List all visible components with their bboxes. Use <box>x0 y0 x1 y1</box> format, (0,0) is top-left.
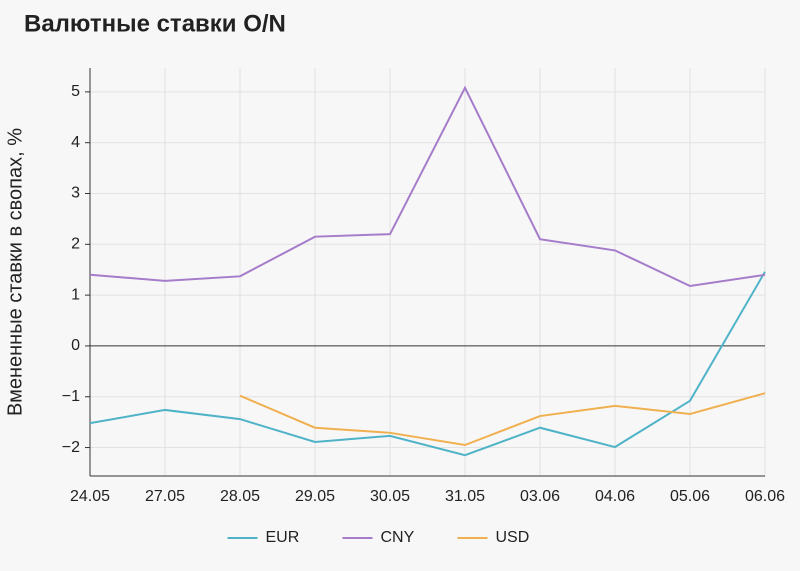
y-tick-label: 2 <box>71 236 80 253</box>
y-tick-label: 5 <box>71 83 80 100</box>
y-tick-label: −1 <box>62 388 80 405</box>
legend-label: USD <box>496 529 530 546</box>
y-axis-label: Вмененные ставки в свопах, % <box>4 128 26 416</box>
x-tick-label: 30.05 <box>370 488 410 505</box>
x-tick-label: 24.05 <box>70 488 110 505</box>
x-tick-label: 03.06 <box>520 488 560 505</box>
y-tick-label: 3 <box>71 185 80 202</box>
x-tick-label: 31.05 <box>445 488 485 505</box>
legend-label: CNY <box>381 529 415 546</box>
series-line <box>89 85 766 288</box>
x-tick-label: 27.05 <box>145 488 185 505</box>
y-tick-label: 0 <box>71 337 80 354</box>
y-tick-label: −2 <box>62 439 80 456</box>
x-tick-label: 28.05 <box>220 488 260 505</box>
chart-title: Валютные ставки O/N <box>24 10 286 37</box>
x-tick-label: 04.06 <box>595 488 635 505</box>
x-tick-label: 05.06 <box>670 488 710 505</box>
y-tick-label: 4 <box>71 134 80 151</box>
series-line <box>239 392 766 447</box>
y-tick-label: 1 <box>71 286 80 303</box>
series-line <box>89 271 766 457</box>
x-tick-label: 06.06 <box>745 488 785 505</box>
x-tick-label: 29.05 <box>295 488 335 505</box>
legend-label: EUR <box>266 529 300 546</box>
